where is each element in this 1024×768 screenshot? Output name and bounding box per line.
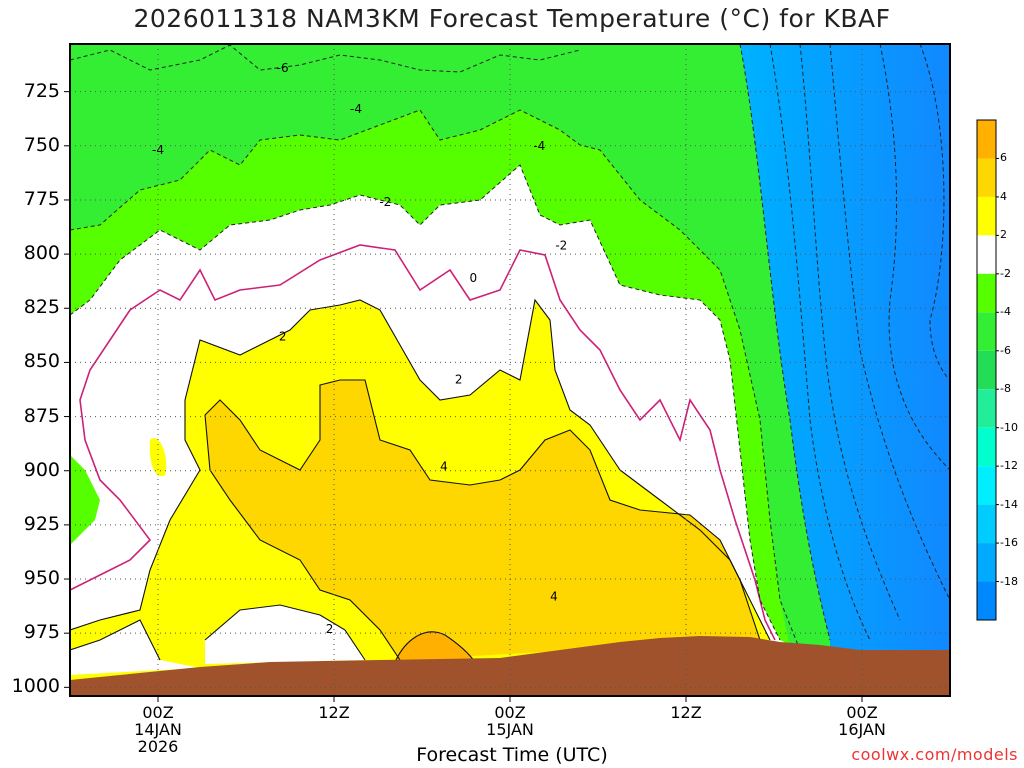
colorbar-swatch xyxy=(977,427,996,467)
colorbar-label: -6 xyxy=(1000,343,1011,357)
chart-title: 2026011318 NAM3KM Forecast Temperature (… xyxy=(133,4,891,33)
colorbar-swatch xyxy=(977,273,996,313)
colorbar-swatch xyxy=(977,312,996,351)
colorbar-swatch xyxy=(977,504,996,544)
colorbar-swatch xyxy=(977,235,996,274)
region-minus2-pocket xyxy=(70,455,100,545)
x-tick-label: 12Z xyxy=(646,704,726,721)
x-tick-label-line1: 12Z xyxy=(318,703,350,722)
colorbar-label: -10 xyxy=(1000,420,1018,434)
y-tick-label: 750 xyxy=(23,133,60,156)
colorbar-label: -14 xyxy=(1000,497,1018,511)
x-tick-label: 00Z 15JAN xyxy=(470,704,550,738)
terrain xyxy=(70,636,950,696)
y-tick-label: 900 xyxy=(23,458,60,481)
y-tick-label: 800 xyxy=(23,242,60,265)
contour-plus4 xyxy=(204,379,761,641)
x-tick-label-line2: 16JAN xyxy=(838,720,886,739)
contour-label: -2 xyxy=(379,195,391,209)
y-tick-label: 775 xyxy=(23,187,60,210)
contour-label: 0 xyxy=(470,271,478,285)
y-tick-label: 975 xyxy=(23,621,60,644)
credit-text: coolwx.com/models xyxy=(851,745,1018,764)
contour-label: 2 xyxy=(455,373,463,387)
region-zero-low2 xyxy=(205,605,365,664)
x-tick-label: 12Z xyxy=(294,704,374,721)
contour-label: 2 xyxy=(279,329,287,343)
x-tick-label-line1: 00Z xyxy=(142,703,174,722)
contour-label: -4 xyxy=(533,139,545,153)
contour-minus4 xyxy=(70,109,801,651)
x-tick-label-line3: 2026 xyxy=(137,737,179,756)
gridlines xyxy=(70,44,950,696)
contour-label: -2 xyxy=(555,238,567,252)
x-tick-label-line2: 14JAN xyxy=(134,720,182,739)
contour-minus18 xyxy=(919,44,950,381)
colorbar-swatch xyxy=(977,350,996,390)
x-tick-label: 00Z 14JAN 2026 xyxy=(118,704,198,755)
contour-label: -6 xyxy=(277,61,289,75)
y-tick-label: 850 xyxy=(23,350,60,373)
y-tick-label: 725 xyxy=(23,79,60,102)
region-zero-low xyxy=(70,620,200,675)
x-axis-title: Forecast Time (UTC) xyxy=(416,744,608,766)
colorbar-swatch xyxy=(977,158,996,197)
contour-label: -4 xyxy=(350,102,362,116)
region-plus4 xyxy=(205,380,760,660)
contour-label: 4 xyxy=(550,589,558,603)
contour-plus2 xyxy=(184,298,771,641)
contour-minus16 xyxy=(879,44,950,471)
colorbar-swatch xyxy=(977,196,996,236)
contour-plus4-low xyxy=(204,414,401,661)
contour-plus2-surface xyxy=(204,604,366,661)
colorbar-swatch xyxy=(977,581,996,620)
y-tick-label: 1000 xyxy=(11,675,60,698)
contour-minus6 xyxy=(70,44,581,73)
colorbar-swatch xyxy=(977,389,996,428)
colorbar-swatch xyxy=(977,543,996,582)
contour-minus12 xyxy=(799,44,901,621)
colorbar-label: -16 xyxy=(1000,536,1018,550)
colorbar-label: -8 xyxy=(1000,382,1011,396)
contour-plus2-left xyxy=(70,619,161,661)
contour-label: 2 xyxy=(326,622,334,636)
x-tick-label-line1: 12Z xyxy=(670,703,702,722)
y-tick-label: 875 xyxy=(23,404,60,427)
y-tick-label: 950 xyxy=(23,567,60,590)
colorbar-swatch xyxy=(977,120,996,159)
contour-minus10 xyxy=(769,44,871,641)
x-tick-label: 00Z 16JAN xyxy=(822,704,902,738)
colorbar-label: -18 xyxy=(1000,574,1018,588)
colorbar-label: 4 xyxy=(1000,189,1007,203)
y-tick-label: 925 xyxy=(23,512,60,535)
colorbar-label: -12 xyxy=(1000,459,1018,473)
contour-plus6 xyxy=(394,631,476,663)
colorbar-label: 6 xyxy=(1000,151,1007,165)
freezing-line xyxy=(70,244,776,641)
x-tick-label-line2: 15JAN xyxy=(486,720,534,739)
contour-minus2 xyxy=(70,164,781,641)
region-plus2-spot xyxy=(149,438,167,477)
region-plus6 xyxy=(395,631,475,662)
x-tick-label-line1: 00Z xyxy=(494,703,526,722)
contour-label: -4 xyxy=(152,143,164,157)
colorbar-frame xyxy=(976,119,997,621)
x-tick-label-line1: 00Z xyxy=(846,703,878,722)
colorbar-label: 2 xyxy=(1000,228,1007,242)
axis-ticks xyxy=(64,91,863,702)
y-tick-label: 825 xyxy=(23,296,60,319)
colorbar xyxy=(976,119,999,621)
colorbar-swatch xyxy=(977,466,996,505)
colorbar-label: -4 xyxy=(1000,305,1011,319)
contour-plus2-low xyxy=(70,400,201,631)
contour-minus8 xyxy=(739,44,831,641)
colorbar-label: -2 xyxy=(1000,266,1011,280)
contour-label: 4 xyxy=(440,459,448,473)
contour-labels: -6 -4 -4 -4 -2 -2 0 2 2 2 4 4 xyxy=(152,61,567,636)
